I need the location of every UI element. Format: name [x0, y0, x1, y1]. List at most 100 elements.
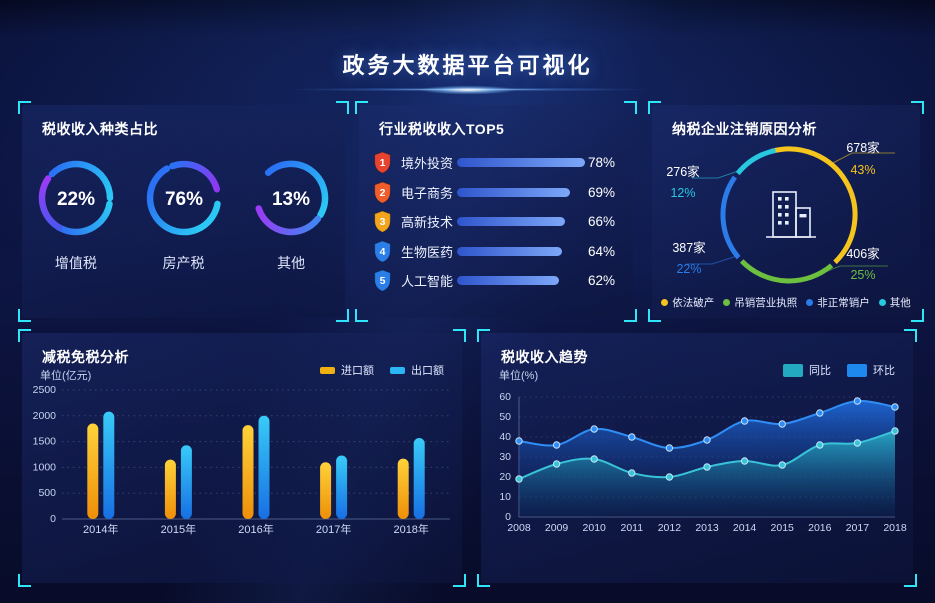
- svg-text:2009: 2009: [545, 522, 569, 534]
- donut-label: 房产税: [162, 255, 205, 271]
- pie-callout-count: 678家: [846, 141, 880, 155]
- svg-text:2015年: 2015年: [161, 522, 196, 536]
- svg-text:2018年: 2018年: [393, 522, 428, 536]
- legend-label: 依法破产: [672, 297, 715, 309]
- bar: [103, 411, 115, 519]
- svg-text:1500: 1500: [33, 436, 57, 448]
- svg-text:2017年: 2017年: [316, 522, 351, 536]
- area-chart-legend: 同比 环比: [783, 362, 895, 378]
- bar: [242, 425, 254, 519]
- top5-row: 5 人工智能 62%: [373, 266, 615, 296]
- svg-text:2017: 2017: [846, 522, 870, 534]
- svg-text:2011: 2011: [621, 522, 644, 534]
- legend-label: 吊销营业执照: [734, 297, 798, 309]
- svg-text:30: 30: [499, 451, 511, 463]
- title-flare-decoration: [232, 87, 703, 92]
- top5-bar-track: [457, 276, 587, 286]
- bar: [164, 459, 176, 519]
- rank-badge-icon: 1: [374, 151, 391, 174]
- legend-label: 非正常销户: [817, 297, 870, 309]
- svg-text:2008: 2008: [507, 522, 531, 534]
- top5-label: 生物医药: [401, 244, 454, 260]
- top5-ranked-list: 1 境外投资 78% 2 电子商务 69% 3 高新技术 66% 4 生物医药 64% 5 人工智能 62%: [373, 148, 615, 296]
- panel-title: 税收收入种类占比: [42, 121, 158, 137]
- svg-text:2015: 2015: [771, 522, 795, 534]
- legend-item[interactable]: 非正常销户: [806, 295, 870, 310]
- panel-title: 纳税企业注销原因分析: [672, 121, 817, 137]
- panel-deregistration: 纳税企业注销原因分析 678家 43% 406家 25% 387家 22% 276家 12% …: [648, 101, 924, 322]
- rank-badge-icon: 3: [374, 210, 391, 233]
- rank-number: 2: [380, 187, 386, 199]
- bar: [320, 462, 332, 519]
- legend-swatch: [847, 363, 867, 377]
- svg-text:2016年: 2016年: [238, 522, 273, 536]
- legend-label: 出口额: [411, 365, 444, 377]
- pie-callout-percent: 43%: [850, 163, 876, 177]
- donut-item: 22% 增值税: [22, 155, 130, 273]
- top5-row: 4 生物医药 64%: [373, 237, 615, 267]
- rank-badge-icon: 2: [374, 181, 391, 204]
- svg-text:500: 500: [38, 487, 56, 499]
- panel-tax-types: 税收收入种类占比 22% 增值税 76% 房产税 13% 其他: [18, 101, 349, 322]
- bar: [413, 437, 425, 519]
- legend-item[interactable]: 环比: [847, 362, 895, 378]
- donut-ring: 22%: [38, 160, 114, 236]
- pie-callout-count: 276家: [666, 165, 700, 179]
- svg-text:10: 10: [499, 491, 511, 503]
- svg-text:2000: 2000: [33, 410, 57, 422]
- panel-title: 税收收入趋势: [501, 349, 588, 365]
- donut-value: 76%: [164, 189, 202, 210]
- legend-item[interactable]: 吊销营业执照: [723, 295, 797, 310]
- top5-value: 64%: [587, 243, 615, 259]
- top5-bar-track: [457, 246, 587, 256]
- bar: [87, 423, 99, 519]
- svg-text:60: 60: [499, 391, 511, 403]
- pie-legend: 依法破产 吊销营业执照 非正常销户 其他: [652, 295, 920, 310]
- legend-item[interactable]: 依法破产: [661, 295, 714, 310]
- legend-item[interactable]: 其他: [878, 295, 911, 310]
- donut-item: 13% 其他: [237, 155, 345, 273]
- svg-text:20: 20: [499, 471, 511, 483]
- svg-text:2014: 2014: [733, 522, 757, 534]
- area-line-chart: 0 10 20 30 40 50 60 2008 2009 2010 2011 2012 2013 201…: [499, 391, 907, 534]
- top5-value: 62%: [587, 273, 615, 289]
- donut-label: 增值税: [54, 255, 97, 271]
- rank-number: 4: [380, 246, 386, 258]
- top5-bar: [457, 276, 559, 286]
- legend-label: 进口额: [341, 365, 374, 377]
- rank-badge-icon: 5: [374, 269, 391, 292]
- svg-text:2010: 2010: [583, 522, 607, 534]
- unit-label: 单位(亿元): [40, 370, 92, 382]
- top5-label: 境外投资: [401, 156, 454, 172]
- svg-text:40: 40: [499, 431, 511, 443]
- rank-number: 1: [380, 157, 386, 169]
- bar: [397, 458, 409, 519]
- legend-item[interactable]: 出口额: [390, 362, 444, 378]
- legend-label: 环比: [873, 365, 895, 377]
- donut-pie-chart: [686, 146, 895, 284]
- pie-callout-percent: 25%: [850, 268, 876, 282]
- pie-callout-count: 387家: [672, 241, 706, 255]
- bar: [336, 455, 348, 519]
- top5-bar: [457, 187, 570, 197]
- donut-ring: 76%: [146, 160, 221, 236]
- legend-item[interactable]: 进口额: [320, 362, 374, 378]
- top5-bar: [457, 246, 562, 256]
- top5-value: 69%: [587, 184, 615, 200]
- top5-bar: [457, 217, 565, 227]
- legend-dot: [723, 299, 731, 306]
- legend-swatch: [320, 366, 335, 374]
- legend-item[interactable]: 同比: [783, 362, 831, 378]
- page-title: 政务大数据平台可视化: [342, 53, 593, 78]
- top5-row: 1 境外投资 78%: [373, 148, 615, 178]
- top5-value: 78%: [587, 155, 615, 171]
- top5-bar-track: [457, 187, 587, 197]
- svg-text:0: 0: [505, 511, 511, 523]
- panel-tax-reduction: 减税免税分析 单位(亿元) 进口额 出口额 0 500 1000 1500 2000 250…: [18, 329, 466, 587]
- panel-industry-top5: 行业税收收入TOP5 1 境外投资 78% 2 电子商务 69% 3 高新技术 66% 4 生物医药…: [355, 101, 637, 322]
- pie-callout-count: 406家: [846, 247, 880, 261]
- donut-label: 其他: [277, 255, 306, 271]
- bar-chart-legend: 进口额 出口额: [320, 362, 444, 378]
- svg-text:2500: 2500: [33, 384, 57, 396]
